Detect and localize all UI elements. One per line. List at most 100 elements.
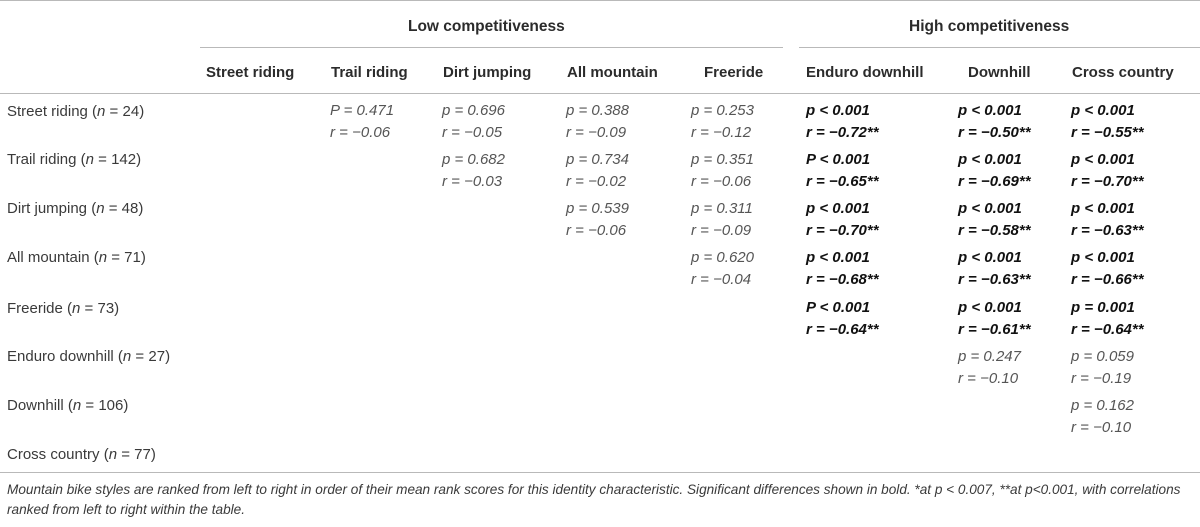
row-label-n: 106 bbox=[98, 397, 124, 414]
cell-r-value: r = −0.05 bbox=[442, 124, 503, 141]
row-label-n: 48 bbox=[121, 200, 139, 217]
cell-r-value: r = −0.63** bbox=[1071, 222, 1144, 239]
cell-r-value: r = −0.12 bbox=[691, 124, 752, 141]
cell-dirt-jumping-all-mountain: p = 0.539 r = −0.06 bbox=[566, 198, 629, 242]
table-footnote: Mountain bike styles are ranked from lef… bbox=[7, 482, 1181, 517]
cell-r-value: r = −0.55** bbox=[1071, 124, 1144, 141]
row-label-n: 77 bbox=[134, 446, 151, 463]
cell-r-value: r = −0.61** bbox=[958, 321, 1031, 338]
cell-r-value: r = −0.04 bbox=[691, 271, 752, 288]
cell-p-value: P < 0.001 bbox=[806, 151, 871, 168]
cell-p-value: p < 0.001 bbox=[806, 102, 870, 119]
cell-p-value: p < 0.001 bbox=[958, 299, 1022, 316]
cell-downhill-cross-country: p = 0.162 r = −0.10 bbox=[1071, 395, 1134, 439]
row-label-n: 142 bbox=[111, 151, 137, 168]
cell-street-riding-all-mountain: p = 0.388 r = −0.09 bbox=[566, 100, 629, 144]
row-label-n: 27 bbox=[148, 348, 166, 365]
cell-street-riding-cross-country: p < 0.001 r = −0.55** bbox=[1071, 100, 1144, 144]
cell-all-mountain-cross-country: p < 0.001 r = −0.66** bbox=[1071, 247, 1144, 291]
cell-p-value: p = 0.247 bbox=[958, 348, 1021, 365]
table-bottom-rule bbox=[0, 472, 1200, 473]
cell-freeride-downhill: p < 0.001 r = −0.61** bbox=[958, 297, 1031, 341]
row-label-name: Street riding bbox=[7, 103, 88, 120]
cell-p-value: p < 0.001 bbox=[806, 249, 870, 266]
cell-enduro-downhill-downhill: p = 0.247 r = −0.10 bbox=[958, 346, 1021, 390]
cell-r-value: r = −0.70** bbox=[806, 222, 879, 239]
cell-street-riding-dirt-jumping: p = 0.696 r = −0.05 bbox=[442, 100, 505, 144]
cell-street-riding-downhill: p < 0.001 r = −0.50** bbox=[958, 100, 1031, 144]
row-label-n-symbol: n bbox=[108, 446, 118, 463]
cell-enduro-downhill-cross-country: p = 0.059 r = −0.19 bbox=[1071, 346, 1134, 390]
cell-r-value: r = −0.06 bbox=[566, 222, 627, 239]
cell-r-value: r = −0.09 bbox=[691, 222, 752, 239]
cell-trail-riding-downhill: p < 0.001 r = −0.69** bbox=[958, 149, 1031, 193]
cell-dirt-jumping-freeride: p = 0.311 r = −0.09 bbox=[691, 198, 753, 242]
cell-p-value: p = 0.682 bbox=[442, 151, 505, 168]
row-label-cross-country: Cross country (n = 77) bbox=[7, 446, 156, 463]
table-top-rule bbox=[0, 0, 1200, 1]
column-header-freeride: Freeride bbox=[704, 64, 764, 81]
cell-r-value: r = −0.66** bbox=[1071, 271, 1144, 288]
row-label-trail-riding: Trail riding (n = 142) bbox=[7, 151, 142, 168]
row-label-n: 71 bbox=[124, 249, 141, 266]
cell-p-value: p < 0.001 bbox=[1071, 200, 1135, 217]
cell-freeride-cross-country: p = 0.001 r = −0.64** bbox=[1071, 297, 1144, 341]
row-label-street-riding: Street riding (n = 24) bbox=[7, 103, 145, 120]
cell-r-value: r = −0.58** bbox=[958, 222, 1031, 239]
cell-p-value: p = 0.311 bbox=[691, 200, 753, 217]
cell-p-value: p = 0.162 bbox=[1071, 397, 1134, 414]
column-header-dirt-jumping: Dirt jumping bbox=[443, 64, 532, 81]
cell-p-value: p = 0.734 bbox=[566, 151, 629, 168]
group-header-low: Low competitiveness bbox=[408, 18, 565, 35]
cell-r-value: r = −0.03 bbox=[442, 173, 503, 190]
column-header-cross-country: Cross country bbox=[1072, 64, 1174, 81]
cell-dirt-jumping-enduro-downhill: p < 0.001 r = −0.70** bbox=[806, 198, 879, 242]
cell-p-value: p < 0.001 bbox=[1071, 249, 1135, 266]
cell-p-value: p < 0.001 bbox=[958, 249, 1022, 266]
cell-r-value: r = −0.70** bbox=[1071, 173, 1144, 190]
row-label-n-symbol: n bbox=[122, 348, 132, 365]
row-label-all-mountain: All mountain (n = 71) bbox=[7, 249, 146, 266]
row-label-enduro-downhill: Enduro downhill (n = 27) bbox=[7, 348, 171, 365]
cell-r-value: r = −0.02 bbox=[566, 173, 627, 190]
cell-dirt-jumping-cross-country: p < 0.001 r = −0.63** bbox=[1071, 198, 1144, 242]
row-label-name: Cross country bbox=[7, 446, 100, 463]
row-label-name: Freeride bbox=[7, 300, 63, 317]
cell-p-value: p < 0.001 bbox=[1071, 102, 1135, 119]
cell-trail-riding-freeride: p = 0.351 r = −0.06 bbox=[691, 149, 754, 193]
cell-p-value: p < 0.001 bbox=[1071, 151, 1135, 168]
cell-street-riding-freeride: p = 0.253 r = −0.12 bbox=[691, 100, 754, 144]
row-label-n-symbol: n bbox=[96, 200, 105, 217]
row-label-n-symbol: n bbox=[72, 397, 82, 414]
cell-all-mountain-downhill: p < 0.001 r = −0.63** bbox=[958, 247, 1031, 291]
cell-p-value: p = 0.059 bbox=[1071, 348, 1134, 365]
row-label-name: Trail riding bbox=[7, 151, 77, 168]
row-label-name: Enduro downhill bbox=[7, 348, 114, 365]
cell-p-value: p = 0.001 bbox=[1071, 299, 1135, 316]
cell-p-value: p = 0.388 bbox=[566, 102, 629, 119]
row-label-dirt-jumping: Dirt jumping (n = 48) bbox=[7, 200, 144, 217]
cell-all-mountain-freeride: p = 0.620 r = −0.04 bbox=[691, 247, 754, 291]
column-header-trail-riding: Trail riding bbox=[331, 64, 408, 81]
cell-p-value: p = 0.539 bbox=[566, 200, 629, 217]
cell-street-riding-trail-riding: P = 0.471 r = −0.06 bbox=[330, 100, 394, 144]
low-group-underline bbox=[200, 47, 783, 48]
cell-trail-riding-cross-country: p < 0.001 r = −0.70** bbox=[1071, 149, 1144, 193]
row-label-n-symbol: n bbox=[97, 103, 106, 120]
cell-dirt-jumping-downhill: p < 0.001 r = −0.58** bbox=[958, 198, 1031, 242]
cell-p-value: p = 0.696 bbox=[442, 102, 505, 119]
cell-p-value: p = 0.351 bbox=[691, 151, 754, 168]
cell-r-value: r = −0.68** bbox=[806, 271, 879, 288]
row-label-name: Dirt jumping bbox=[7, 200, 88, 217]
cell-trail-riding-all-mountain: p = 0.734 r = −0.02 bbox=[566, 149, 629, 193]
cell-r-value: r = −0.64** bbox=[806, 321, 879, 338]
cell-p-value: p < 0.001 bbox=[958, 200, 1022, 217]
row-label-name: Downhill bbox=[7, 397, 64, 414]
cell-p-value: p < 0.001 bbox=[958, 151, 1022, 168]
cell-r-value: r = −0.06 bbox=[330, 124, 391, 141]
cell-r-value: r = −0.65** bbox=[806, 173, 879, 190]
row-label-downhill: Downhill (n = 106) bbox=[7, 397, 129, 414]
cell-all-mountain-enduro-downhill: p < 0.001 r = −0.68** bbox=[806, 247, 879, 291]
cell-r-value: r = −0.50** bbox=[958, 124, 1031, 141]
